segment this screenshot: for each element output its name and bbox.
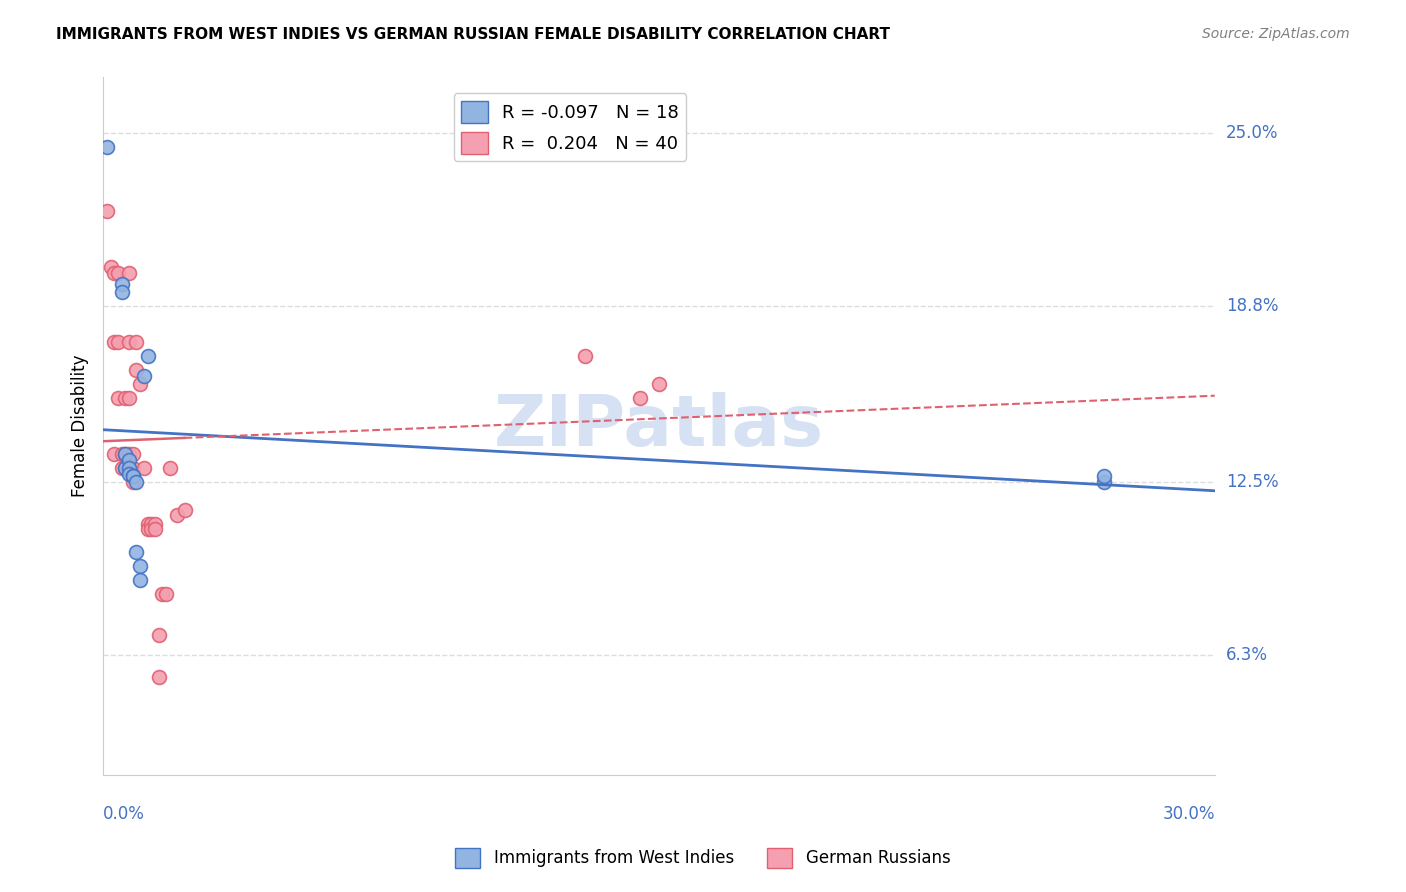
Point (132, 461, 155, 475)
Point (148, 670, 170, 684)
Point (628, 392, 651, 406)
Point (111, 277, 134, 291)
Point (143, 523, 166, 537)
Point (103, 447, 125, 461)
Point (114, 461, 136, 475)
Text: 12.5%: 12.5% (1226, 473, 1278, 491)
Point (118, 447, 141, 461)
Point (125, 335, 148, 350)
Point (114, 392, 136, 406)
Point (118, 461, 141, 475)
Text: 30.0%: 30.0% (1163, 805, 1215, 823)
Point (136, 516, 159, 531)
Point (114, 447, 136, 461)
Point (143, 516, 166, 531)
Point (121, 447, 143, 461)
Point (159, 461, 181, 475)
Point (148, 628, 170, 642)
Text: IMMIGRANTS FROM WEST INDIES VS GERMAN RUSSIAN FEMALE DISABILITY CORRELATION CHAR: IMMIGRANTS FROM WEST INDIES VS GERMAN RU… (56, 27, 890, 42)
Point (125, 475, 148, 489)
Point (121, 475, 143, 489)
Point (96, 140, 118, 154)
Point (103, 335, 125, 350)
Point (118, 467, 141, 481)
Point (141, 523, 163, 537)
Point (111, 447, 134, 461)
Point (1092, 475, 1115, 489)
Point (100, 260, 122, 275)
Point (129, 573, 152, 587)
Point (132, 368, 155, 383)
Point (96, 204, 118, 219)
Text: ZIPatlas: ZIPatlas (494, 392, 824, 460)
Text: Source: ZipAtlas.com: Source: ZipAtlas.com (1202, 27, 1350, 41)
Point (107, 392, 129, 406)
Text: 25.0%: 25.0% (1226, 124, 1278, 142)
Point (121, 461, 143, 475)
Point (152, 586, 174, 600)
Point (136, 523, 159, 537)
Legend: R = -0.097   N = 18, R =  0.204   N = 40: R = -0.097 N = 18, R = 0.204 N = 40 (454, 94, 686, 161)
Point (125, 545, 148, 559)
Point (107, 266, 129, 280)
Point (118, 335, 141, 350)
Point (129, 377, 152, 392)
Legend: Immigrants from West Indies, German Russians: Immigrants from West Indies, German Russ… (449, 841, 957, 875)
Text: 6.3%: 6.3% (1226, 646, 1268, 664)
Point (121, 469, 143, 483)
Point (1092, 469, 1115, 483)
Point (107, 335, 129, 350)
Point (118, 392, 141, 406)
Point (648, 377, 671, 392)
Y-axis label: Female Disability: Female Disability (72, 355, 89, 498)
Point (129, 558, 152, 573)
Point (166, 508, 188, 523)
Point (173, 503, 195, 517)
Point (141, 516, 163, 531)
Point (111, 285, 134, 300)
Point (103, 266, 125, 280)
Point (121, 469, 143, 483)
Point (155, 586, 177, 600)
Point (136, 350, 159, 364)
Point (118, 452, 141, 467)
Point (111, 461, 134, 475)
Text: 18.8%: 18.8% (1226, 297, 1278, 315)
Point (114, 447, 136, 461)
Text: 0.0%: 0.0% (103, 805, 145, 823)
Point (125, 363, 148, 377)
Point (114, 461, 136, 475)
Point (118, 266, 141, 280)
Point (574, 350, 596, 364)
